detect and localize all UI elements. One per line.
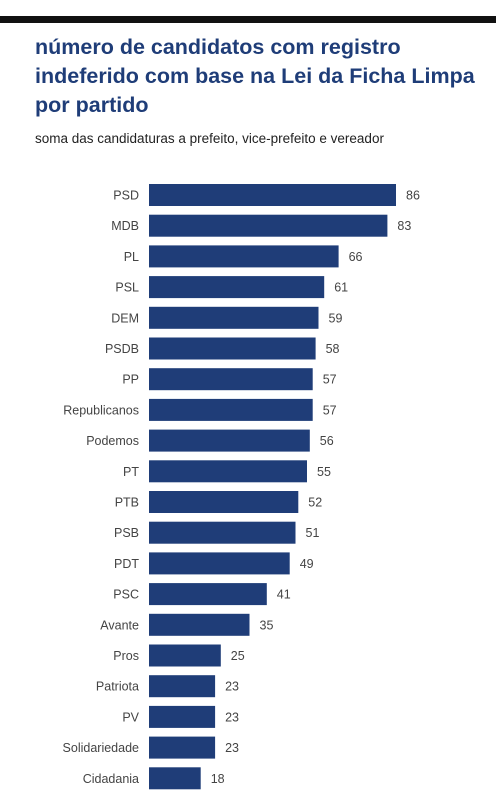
bar-pp bbox=[149, 368, 313, 391]
category-label: PV bbox=[122, 710, 139, 724]
category-label: PTB bbox=[115, 496, 139, 510]
value-label: 86 bbox=[406, 189, 420, 203]
bar-psd bbox=[149, 184, 396, 206]
bar-avante bbox=[149, 613, 250, 636]
category-label: MDB bbox=[111, 219, 139, 233]
bar-pros bbox=[149, 644, 221, 667]
chart-subtitle: soma das candidaturas a prefeito, vice-p… bbox=[35, 131, 384, 146]
bar-mdb bbox=[149, 214, 388, 237]
category-label: Avante bbox=[100, 618, 139, 632]
chart-title: número de candidatos com registro indefe… bbox=[35, 35, 475, 117]
bar-pv bbox=[149, 705, 216, 728]
value-label: 55 bbox=[317, 465, 331, 479]
value-label: 25 bbox=[231, 649, 245, 663]
bar-psb bbox=[149, 521, 296, 544]
category-label: PSB bbox=[114, 526, 139, 540]
value-label: 59 bbox=[329, 311, 343, 325]
bar-psl bbox=[149, 276, 325, 299]
bar-chart: PSD 86 MDB 83 PL 66 PSL 61 DEM 59 PSDB 58 PP 57 Republ… bbox=[63, 184, 420, 790]
value-label: 41 bbox=[277, 588, 291, 602]
category-label: PL bbox=[124, 250, 139, 264]
category-label: Republicanos bbox=[63, 403, 139, 417]
category-label: PT bbox=[123, 465, 139, 479]
category-label: PP bbox=[122, 373, 139, 387]
value-label: 52 bbox=[308, 496, 322, 510]
category-label: DEM bbox=[111, 311, 139, 325]
category-label: Cidadania bbox=[83, 772, 139, 786]
value-label: 57 bbox=[323, 373, 337, 387]
value-label: 56 bbox=[320, 434, 334, 448]
bar-cidadania bbox=[149, 767, 201, 790]
category-label: Pros bbox=[113, 649, 139, 663]
category-label: PDT bbox=[114, 557, 139, 571]
bar-podemos bbox=[149, 429, 310, 452]
bar-pl bbox=[149, 245, 339, 268]
category-label: Patriota bbox=[96, 680, 139, 694]
category-label: Solidariedade bbox=[63, 741, 139, 755]
bar-pt bbox=[149, 460, 307, 483]
value-label: 83 bbox=[397, 219, 411, 233]
bar-ptb bbox=[149, 491, 299, 513]
category-label: PSL bbox=[115, 281, 139, 295]
bar-republicanos bbox=[149, 398, 313, 421]
value-label: 23 bbox=[225, 710, 239, 724]
value-label: 66 bbox=[349, 250, 363, 264]
category-label: Podemos bbox=[86, 434, 139, 448]
value-label: 23 bbox=[225, 680, 239, 694]
bar-psc bbox=[149, 583, 267, 606]
category-label: PSD bbox=[113, 189, 139, 203]
value-label: 35 bbox=[260, 618, 274, 632]
bar-dem bbox=[149, 306, 319, 329]
value-label: 61 bbox=[334, 281, 348, 295]
value-label: 58 bbox=[326, 342, 340, 356]
value-label: 49 bbox=[300, 557, 314, 571]
value-label: 51 bbox=[306, 526, 320, 540]
bar-patriota bbox=[149, 675, 216, 698]
value-label: 57 bbox=[323, 403, 337, 417]
value-label: 18 bbox=[211, 772, 225, 786]
bar-psdb bbox=[149, 337, 316, 360]
top-rule bbox=[0, 16, 496, 23]
bar-solidariedade bbox=[149, 736, 216, 759]
value-label: 23 bbox=[225, 741, 239, 755]
bar-pdt bbox=[149, 552, 290, 575]
category-label: PSC bbox=[113, 588, 139, 602]
category-label: PSDB bbox=[105, 342, 139, 356]
